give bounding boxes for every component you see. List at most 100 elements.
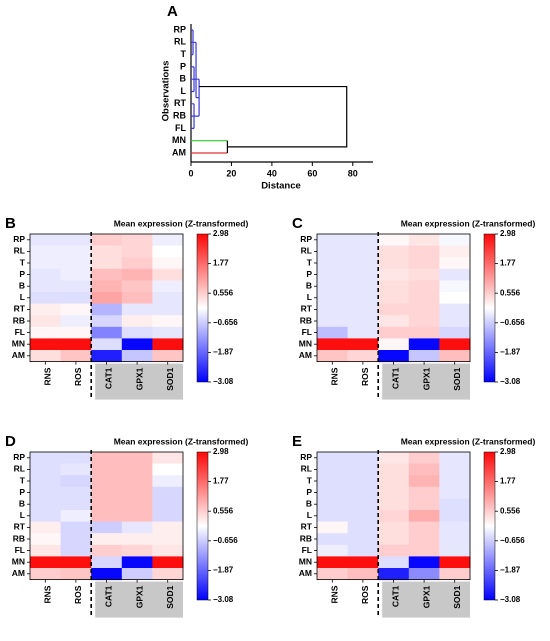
row-label: L [20,510,25,520]
row-label: AM [299,350,312,360]
heatmap-cell [408,533,440,546]
heatmap-cell [439,463,471,476]
heatmap-cell [347,463,379,476]
column-label: SOD1 [165,367,175,390]
heatmap-cell [378,268,410,281]
heatmap-cell [60,326,92,339]
leaf-label: AM [172,147,186,157]
heatmap-cell [317,510,349,523]
heatmap-cell [317,568,349,581]
x-tick-label: 60 [307,168,317,178]
row-label: RT [301,304,313,314]
heatmap-cell [30,521,62,534]
heatmap-cell [60,498,92,511]
heatmap-cell [378,463,410,476]
x-tick-label: 0 [188,168,193,178]
heatmap-cell [121,234,153,247]
heatmap-cell [317,556,349,569]
heatmap-cell [378,568,410,581]
heatmap-cell [60,245,92,258]
gene-label-band [382,363,470,400]
row-label: RP [13,452,25,462]
heatmap-cell [347,257,379,270]
heatmap-cell [408,315,440,328]
heatmap-cell [60,257,92,270]
heatmap-cell [378,280,410,293]
row-label: P [306,269,312,279]
heatmap-cell [91,510,123,523]
column-label: GPX1 [421,585,431,608]
heatmap-cell [91,556,123,569]
row-label: B [306,498,312,508]
colorbar-tick-label: −1.87 [500,348,521,357]
heatmap-cell [30,303,62,316]
heatmap-cell [30,326,62,339]
heatmap-cell [317,268,349,281]
colorbar-tick-label: 0.556 [213,288,234,297]
column-label: RNS [330,367,340,385]
row-label: MN [299,338,312,348]
colorbar-tick-label: 2.98 [500,447,516,456]
colorbar-tick-label: 0.556 [500,288,521,297]
heatmap-cell [30,350,62,363]
heatmap-cell [439,338,471,351]
heatmap-cell [91,326,123,339]
heatmap-cell [439,533,471,546]
heatmap-cell [347,338,379,351]
heatmap-cell [30,556,62,569]
column-label: GPX1 [421,367,431,390]
heatmap-cell [30,245,62,258]
heatmap-cell [152,533,184,546]
heatmap-cell [408,257,440,270]
heatmap-panel-d: D Mean expression (Z-transformed) RP RLTPBL… [5,433,248,618]
leaf-label: P [180,61,186,71]
column-label: CAT1 [104,585,114,607]
leaf-label: MN [172,135,186,145]
heatmap-cell [317,350,349,363]
dendro-branch [199,85,348,148]
column-label: CAT1 [104,367,114,389]
row-label: T [20,475,26,485]
heatmap-cell [317,463,349,476]
x-tick-label: 20 [226,168,236,178]
colorbar-tick-label: −3.08 [500,595,521,604]
heatmap-cell [347,350,379,363]
column-label: GPX1 [134,367,144,390]
heatmap-cell [378,521,410,534]
heatmap-cell [317,452,349,465]
heatmap-cell [91,268,123,281]
heatmap-cell [408,510,440,523]
row-label: L [307,292,312,302]
heatmap-cell [378,486,410,499]
heatmap-cell [121,521,153,534]
heatmap-cell [91,257,123,270]
heatmap-cell [30,315,62,328]
leaf-label: RT [174,98,186,108]
heatmap-cell [378,544,410,557]
row-label: RB [300,533,312,543]
heatmap-cell [317,326,349,339]
heatmap-cell [152,245,184,258]
heatmap-cell [347,486,379,499]
heatmap-cell [30,234,62,247]
row-label: RT [14,304,26,314]
heatmap-cell [378,315,410,328]
row-label: T [307,257,313,267]
heatmap-cell [60,556,92,569]
heatmap-cell [121,315,153,328]
heatmap-cell [408,268,440,281]
heatmap-cell [439,257,471,270]
heatmap-cell [347,452,379,465]
heatmap-cell [60,510,92,523]
heatmap-cell [439,292,471,305]
heatmap-cell [439,452,471,465]
panel-label-a: A [167,3,178,20]
heatmap-cell [317,303,349,316]
colorbar-tick-label: 1.77 [500,477,516,486]
heatmap-cell [60,475,92,488]
heatmap-cell [378,245,410,258]
heatmap-cell [378,303,410,316]
heatmap-cell [30,257,62,270]
row-label: B [19,280,25,290]
heatmap-cell [439,486,471,499]
